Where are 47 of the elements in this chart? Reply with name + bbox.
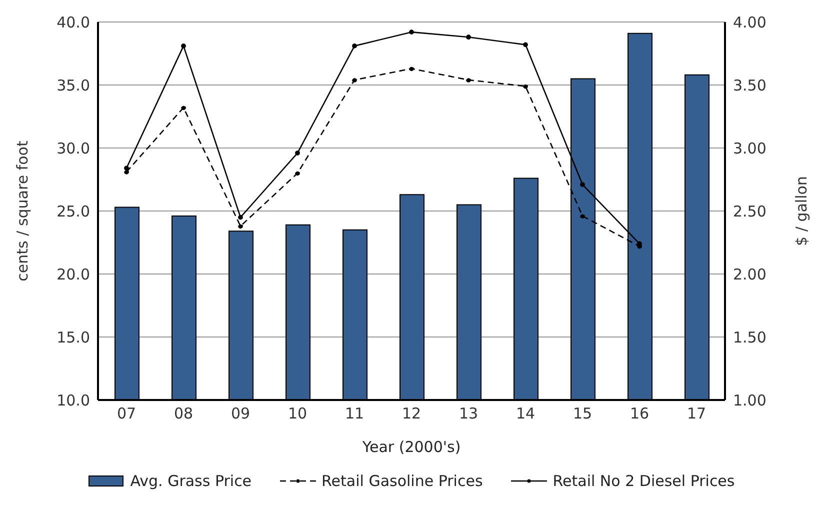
x-tick-label: 10 <box>288 404 308 423</box>
point <box>238 224 243 229</box>
x-tick-label: 09 <box>230 404 250 423</box>
point <box>580 182 585 187</box>
point <box>181 105 186 110</box>
y2-tick-label: 1.00 <box>733 391 766 410</box>
x-tick-label: 13 <box>458 404 478 423</box>
y-tick-label: 35.0 <box>56 76 90 94</box>
point <box>352 43 357 48</box>
legend-label: Avg. Grass Price <box>130 472 252 490</box>
x-axis-title: Year (2000's) <box>361 438 461 456</box>
point <box>409 66 414 72</box>
y-axis-title: cents / square foot <box>13 140 32 282</box>
y-tick-label: 25.0 <box>56 202 90 220</box>
x-tick-label: 15 <box>572 404 592 423</box>
y-tick-label: 40.0 <box>56 13 90 32</box>
point <box>238 214 243 220</box>
y2-tick-label: 2.00 <box>733 265 766 284</box>
point <box>409 30 414 35</box>
x-tick-label: 11 <box>344 404 364 423</box>
x-tick-label: 08 <box>174 404 194 423</box>
point <box>295 170 300 176</box>
y-tick-label: 20.0 <box>56 265 90 284</box>
point <box>523 42 528 48</box>
x-tick-label: 07 <box>116 404 136 423</box>
point <box>352 78 357 82</box>
point <box>466 78 471 82</box>
y2-tick-label: 4.00 <box>733 13 766 32</box>
y2-tick-label: 1.50 <box>733 328 766 346</box>
x-tick-label: 14 <box>516 404 536 423</box>
x-tick-label: 12 <box>402 404 422 423</box>
y2-tick-label: 3.50 <box>733 76 766 94</box>
y2-tick-label: 3.00 <box>733 139 766 158</box>
legend-label: Retail No 2 Diesel Prices <box>552 472 735 490</box>
y-tick-label: 30.0 <box>56 139 90 158</box>
point <box>580 214 585 218</box>
x-tick-label: 16 <box>630 404 650 423</box>
point <box>295 150 300 156</box>
point <box>124 166 129 171</box>
y-tick-label: 15.0 <box>56 328 90 346</box>
point <box>181 43 186 48</box>
point <box>466 34 471 40</box>
legend-label: Retail Gasoline Prices <box>322 472 483 490</box>
y2-tick-label: 2.50 <box>733 202 766 220</box>
x-tick-label: 17 <box>686 404 706 423</box>
y-tick-label: 10.0 <box>56 391 90 410</box>
y2-axis-title: $ / gallon <box>792 176 810 246</box>
